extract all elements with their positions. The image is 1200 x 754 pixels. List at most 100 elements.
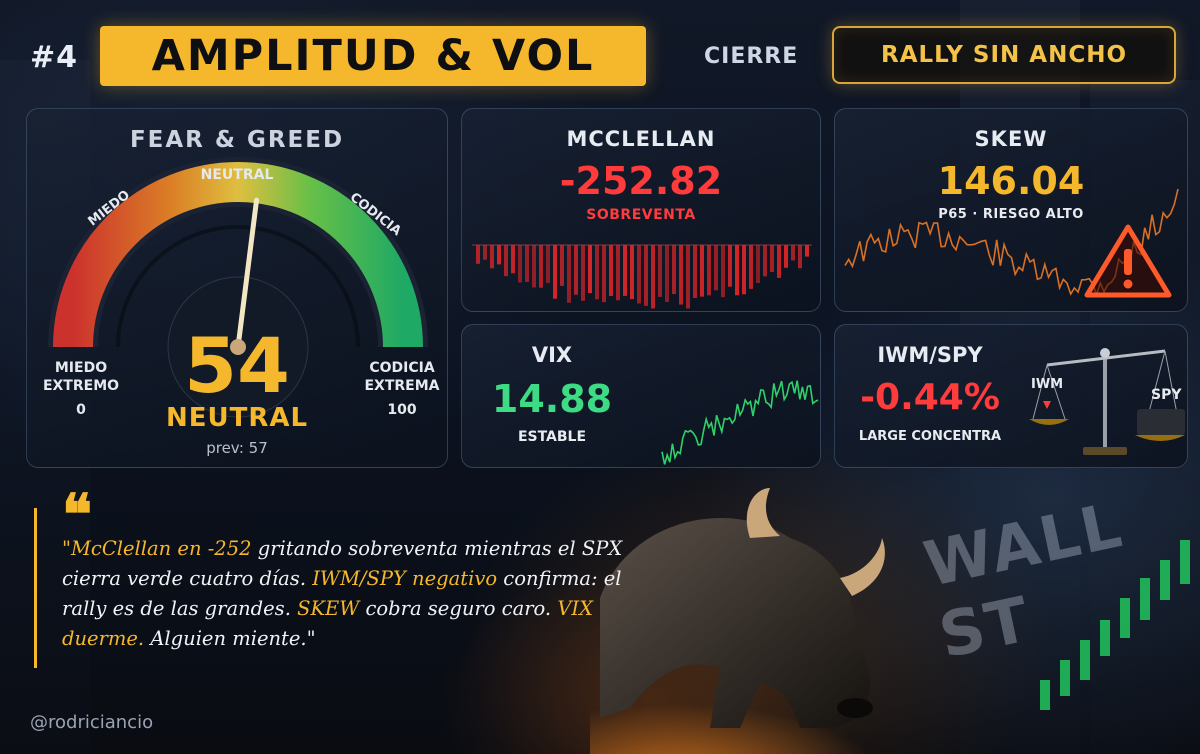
skew-value: 146.04 (937, 159, 1085, 203)
mcclellan-bar (777, 245, 781, 278)
mcclellan-bar (679, 245, 683, 305)
status-badge: RALLY SIN ANCHO (832, 26, 1176, 84)
mcclellan-bar (504, 245, 508, 277)
mcclellan-bar (476, 245, 480, 264)
extreme-greed-line2: EXTREMA (364, 378, 440, 394)
status-badge-label: RALLY SIN ANCHO (880, 42, 1127, 68)
vix-card: VIX 14.88 ESTABLE (461, 324, 821, 468)
mcclellan-bar (714, 245, 718, 291)
extreme-fear-line2: EXTREMO (42, 378, 120, 394)
title-banner: AMPLITUD & VOL (100, 26, 646, 86)
extreme-greed-line1: CODICIA (369, 360, 435, 376)
mcclellan-bar (665, 245, 669, 303)
mcclellan-bar (532, 245, 536, 288)
fear-greed-card: FEAR & GREED NEUTRAL MIEDO CODICIA MIEDO… (26, 108, 448, 468)
quote-highlight: IWM/SPY negativo (312, 567, 498, 590)
page-title: AMPLITUD & VOL (151, 31, 595, 81)
mcclellan-bar (798, 245, 802, 269)
mcclellan-bar (770, 245, 774, 272)
extreme-fear-label: MIEDO EXTREMO 0 (41, 359, 121, 419)
mcclellan-bar (742, 245, 746, 295)
warning-triangle-icon (1084, 224, 1172, 298)
mcclellan-status: SOBREVENTA (586, 207, 696, 223)
extreme-fear-line1: MIEDO (54, 360, 108, 376)
mcclellan-bar (609, 245, 613, 296)
mcclellan-bar (553, 245, 557, 299)
mcclellan-value: -252.82 (559, 159, 723, 203)
skew-title: SKEW (974, 127, 1048, 151)
quote-highlight: "McClellan en -252 (62, 537, 252, 560)
mcclellan-bar (560, 245, 564, 286)
mcclellan-bar (567, 245, 571, 303)
quote-block (34, 508, 654, 668)
mcclellan-chart (472, 244, 812, 309)
iwm-spy-value: -0.44% (860, 377, 1000, 418)
mcclellan-bar (791, 245, 795, 261)
mcclellan-bar (644, 245, 648, 306)
quote-segment: gritando sobreventa mientras el SPX cier… (62, 537, 623, 590)
mcclellan-bar (658, 245, 662, 297)
vix-status: ESTABLE (517, 429, 587, 445)
mcclellan-bar (637, 245, 641, 304)
quote-icon: ❝ (62, 482, 93, 548)
mcclellan-bar (588, 245, 592, 294)
skew-card: SKEW 146.04 P65 · RIESGO ALTO (834, 108, 1188, 312)
mcclellan-bar (749, 245, 753, 289)
session-label: CIERRE (704, 44, 799, 69)
skew-status: P65 · RIESGO ALTO (938, 207, 1084, 222)
fear-greed-prev: prev: 57 (206, 439, 268, 457)
mcclellan-bar (616, 245, 620, 301)
quote-segment: confirma: el rally es de las grandes. (62, 567, 622, 620)
mcclellan-bar (511, 245, 515, 274)
mcclellan-bar (581, 245, 585, 301)
quote-highlight: VIX duerme. (62, 597, 593, 650)
iwm-spy-title: IWM/SPY (877, 343, 983, 367)
quote-text: "McClellan en -252 gritando sobreventa m… (62, 534, 662, 654)
mcclellan-bar (700, 245, 704, 297)
mcclellan-bar (574, 245, 578, 295)
extreme-greed-label: CODICIA EXTREMA 100 (357, 359, 447, 419)
mcclellan-bar (595, 245, 599, 300)
mcclellan-bar (707, 245, 711, 296)
quote-highlight: SKEW (297, 597, 360, 620)
scale-label-iwm: IWM (1031, 377, 1064, 392)
mcclellan-bar (805, 245, 809, 257)
vix-title: VIX (531, 343, 573, 367)
mcclellan-bar (784, 245, 788, 268)
mcclellan-bar (490, 245, 494, 269)
author-handle: @rodriciancio (30, 712, 154, 733)
mcclellan-bar (497, 245, 501, 265)
mcclellan-bar (518, 245, 522, 283)
iwm-spy-status: LARGE CONCENTRA (858, 429, 1002, 444)
bull-image (590, 488, 885, 754)
mcclellan-bar (539, 245, 543, 288)
mcclellan-bar (686, 245, 690, 309)
gauge-needle (230, 197, 260, 355)
gauge-label-neutral: NEUTRAL (200, 167, 274, 183)
mcclellan-bar (728, 245, 732, 287)
vix-chart (661, 380, 819, 465)
background-candles (1040, 540, 1190, 710)
fear-greed-title: FEAR & GREED (129, 127, 345, 153)
mcclellan-bar (735, 245, 739, 296)
mcclellan-bar (672, 245, 676, 295)
quote-segment: cobra seguro caro. (359, 597, 558, 620)
fear-greed-label: NEUTRAL (165, 403, 309, 433)
mcclellan-bar (602, 245, 606, 303)
mcclellan-bar (756, 245, 760, 284)
mcclellan-bar (651, 245, 655, 309)
scale-label-spy: SPY (1151, 387, 1182, 403)
balance-scale-icon (1029, 348, 1185, 455)
quote-segment: Alguien miente." (144, 627, 316, 650)
mcclellan-bar (546, 245, 550, 283)
vix-value: 14.88 (491, 377, 613, 421)
fear-greed-value: 54 (184, 321, 290, 410)
mcclellan-bar (721, 245, 725, 298)
mcclellan-bar (693, 245, 697, 298)
mcclellan-title: MCCLELLAN (566, 127, 716, 151)
iwm-spy-card: IWM/SPY -0.44% LARGE CONCENTRA IWM SPY (834, 324, 1188, 468)
mcclellan-bar (630, 245, 634, 300)
mcclellan-bar (525, 245, 529, 283)
scale-min: 0 (76, 402, 86, 418)
section-number: #4 (30, 40, 79, 75)
